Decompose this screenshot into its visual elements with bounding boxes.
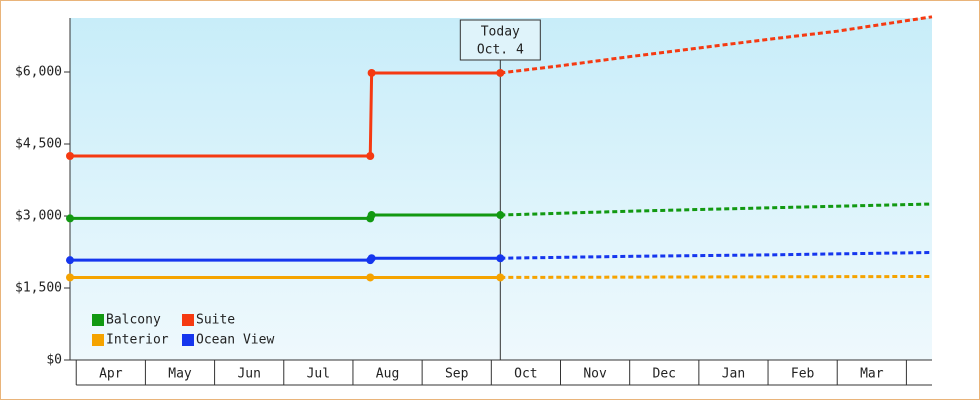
x-tick-label: Nov xyxy=(583,367,607,382)
y-tick-label: $4,500 xyxy=(15,137,62,152)
x-tick-label: Aug xyxy=(376,367,399,382)
x-tick-label: Dec xyxy=(653,367,676,382)
y-tick-label: $1,500 xyxy=(15,281,62,296)
x-tick-label: Mar xyxy=(860,367,884,382)
point xyxy=(367,211,376,220)
point xyxy=(496,68,505,77)
x-tick-label: Jan xyxy=(722,367,745,382)
point xyxy=(367,68,376,77)
point xyxy=(496,254,505,263)
legend-label: Suite xyxy=(196,313,235,328)
series-forecast xyxy=(500,250,933,260)
y-tick-label: $3,000 xyxy=(15,209,62,224)
point xyxy=(66,273,74,282)
series-forecast xyxy=(500,274,933,279)
x-tick-label: Oct xyxy=(514,367,537,382)
y-tick-label: $0 xyxy=(46,353,62,368)
point xyxy=(496,273,505,282)
today-box xyxy=(459,19,541,61)
series-forecast xyxy=(500,15,933,75)
point xyxy=(367,254,376,263)
today-label: Today xyxy=(481,25,520,40)
x-tick-label: May xyxy=(168,367,192,382)
legend-swatch xyxy=(92,334,104,346)
series-forecast xyxy=(500,202,933,217)
x-tick-label: Jul xyxy=(307,367,330,382)
legend-label: Interior xyxy=(106,333,169,348)
point xyxy=(66,256,74,265)
legend-swatch xyxy=(182,334,194,346)
point xyxy=(496,211,505,220)
x-tick-label: Jun xyxy=(237,367,260,382)
point xyxy=(366,273,375,282)
legend-label: Balcony xyxy=(106,313,161,328)
legend-label: Ocean View xyxy=(196,333,274,348)
point xyxy=(66,214,74,223)
y-tick-label: $6,000 xyxy=(15,65,62,80)
legend-swatch xyxy=(92,314,104,326)
series-line xyxy=(70,71,501,158)
legend-swatch xyxy=(182,314,194,326)
today-date: Oct. 4 xyxy=(477,43,524,58)
x-tick-label: Feb xyxy=(791,367,815,382)
point xyxy=(366,152,375,160)
x-tick-label: Apr xyxy=(99,367,123,382)
x-tick-label: Sep xyxy=(445,367,469,382)
point xyxy=(66,152,74,160)
